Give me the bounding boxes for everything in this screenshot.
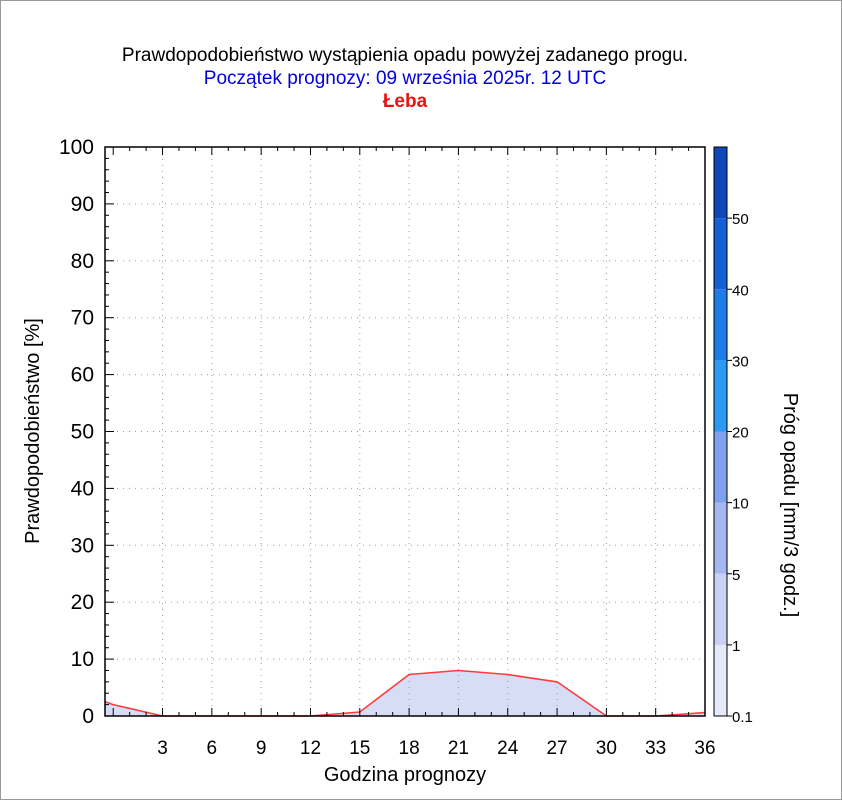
chart-subtitle: Początek prognozy: 09 września 2025r. 12…: [204, 68, 606, 89]
y-tick-label: 70: [71, 307, 94, 330]
x-tick-label: 6: [207, 738, 218, 759]
y-tick-label: 100: [59, 136, 94, 159]
x-tick-label: 9: [256, 738, 267, 759]
colorbar-segment: [714, 147, 727, 219]
y-axis-label: Prawdopodobieństwo [%]: [22, 318, 44, 544]
colorbar-tick-label: 50: [732, 211, 749, 228]
colorbar-tick-label: 20: [732, 425, 749, 442]
colorbar-label: Próg opadu [mm/3 godz.]: [779, 393, 801, 618]
plot-area: 3 6 9 12 15 18 21 24 27 30 33 360102030405060708090…: [59, 136, 753, 759]
x-tick-label: 12: [300, 738, 321, 759]
y-tick-label: 40: [71, 477, 94, 500]
x-tick-label: 15: [349, 738, 370, 759]
chart-title: Prawdopodobieństwo wystąpienia opadu pow…: [122, 45, 688, 66]
colorbar-tick-label: 1: [732, 638, 740, 655]
colorbar-tick-label: 5: [732, 567, 740, 584]
colorbar-tick-label: 40: [732, 282, 749, 299]
x-tick-label: 24: [497, 738, 519, 759]
colorbar-segment: [714, 502, 727, 574]
x-tick-label: 27: [546, 738, 567, 759]
y-tick-label: 10: [71, 648, 94, 671]
x-tick-label: 18: [399, 738, 420, 759]
y-tick-label: 30: [71, 534, 94, 557]
x-tick-label: 21: [448, 738, 469, 759]
y-tick-label: 20: [71, 591, 94, 614]
x-tick-label: 30: [596, 738, 617, 759]
colorbar-segment: [714, 644, 727, 716]
x-axis-label: Godzina prognozy: [324, 764, 486, 786]
y-tick-label: 80: [71, 250, 94, 273]
location-label: Łeba: [383, 91, 428, 112]
y-tick-label: 60: [71, 364, 94, 387]
x-tick-label: 3: [157, 738, 168, 759]
y-tick-label: 0: [82, 705, 94, 728]
colorbar-tick-label: 30: [732, 353, 749, 370]
colorbar-segment: [714, 573, 727, 645]
y-tick-label: 90: [71, 193, 94, 216]
y-tick-label: 50: [71, 421, 94, 444]
colorbar-segment: [714, 289, 727, 361]
colorbar-tick-label: 0.1: [732, 709, 753, 726]
colorbar-tick-label: 10: [732, 496, 749, 513]
x-tick-label: 36: [694, 738, 715, 759]
colorbar-segment: [714, 431, 727, 503]
colorbar-segment: [714, 360, 727, 432]
colorbar-segment: [714, 218, 727, 290]
x-tick-label: 33: [645, 738, 666, 759]
